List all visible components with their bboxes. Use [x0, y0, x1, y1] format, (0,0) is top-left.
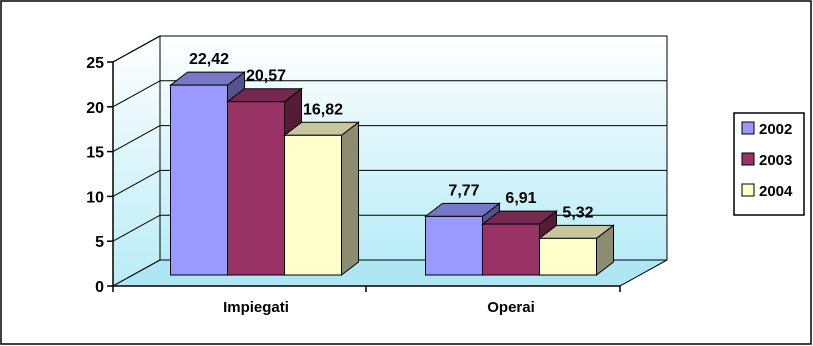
y-tick-label: 0 — [95, 279, 104, 296]
legend-swatch — [741, 121, 755, 135]
legend-entry: 2004 — [759, 183, 793, 200]
y-tick-label: 25 — [86, 55, 104, 72]
bar-front — [539, 237, 597, 276]
data-label: 16,82 — [303, 101, 343, 118]
y-tick-label: 5 — [95, 234, 104, 251]
gridline-side — [112, 80, 161, 108]
y-tick-label: 10 — [86, 189, 104, 206]
gridline-side — [112, 214, 161, 242]
bar-front — [425, 215, 483, 276]
y-tick-label: 20 — [86, 100, 104, 117]
bar-2004-impiegati — [283, 121, 360, 277]
bars — [169, 71, 615, 277]
bar-side — [341, 121, 359, 277]
x-tick-label: Impiegati — [223, 299, 289, 316]
legend-entry: 2002 — [759, 121, 792, 138]
bar-front — [227, 101, 285, 276]
gridline-side — [112, 125, 161, 153]
axes: 0 5 10 15 20 25 Impiegati Operai — [86, 55, 621, 316]
gridline-side — [112, 169, 161, 197]
legend-entry: 2003 — [759, 152, 792, 169]
bar-front — [170, 84, 228, 276]
legend-swatch — [741, 183, 755, 197]
x-tick-label: Operai — [487, 299, 535, 316]
bar-front — [482, 223, 540, 276]
data-label: 20,57 — [246, 68, 286, 85]
bar-2004-operai — [538, 224, 615, 277]
y-tick-label: 15 — [86, 145, 104, 162]
data-label: 22,42 — [189, 51, 229, 68]
bar-front — [284, 134, 342, 276]
data-label: 7,77 — [448, 182, 479, 199]
side-wall — [112, 35, 161, 287]
legend-swatch — [741, 152, 755, 166]
data-labels: 22,42 20,57 16,82 7,77 6,91 5,32 — [189, 51, 594, 221]
legend: 2002 2003 2004 — [733, 112, 805, 216]
data-label: 6,91 — [505, 190, 536, 207]
gridline-side — [112, 35, 161, 63]
data-label: 5,32 — [562, 204, 593, 221]
